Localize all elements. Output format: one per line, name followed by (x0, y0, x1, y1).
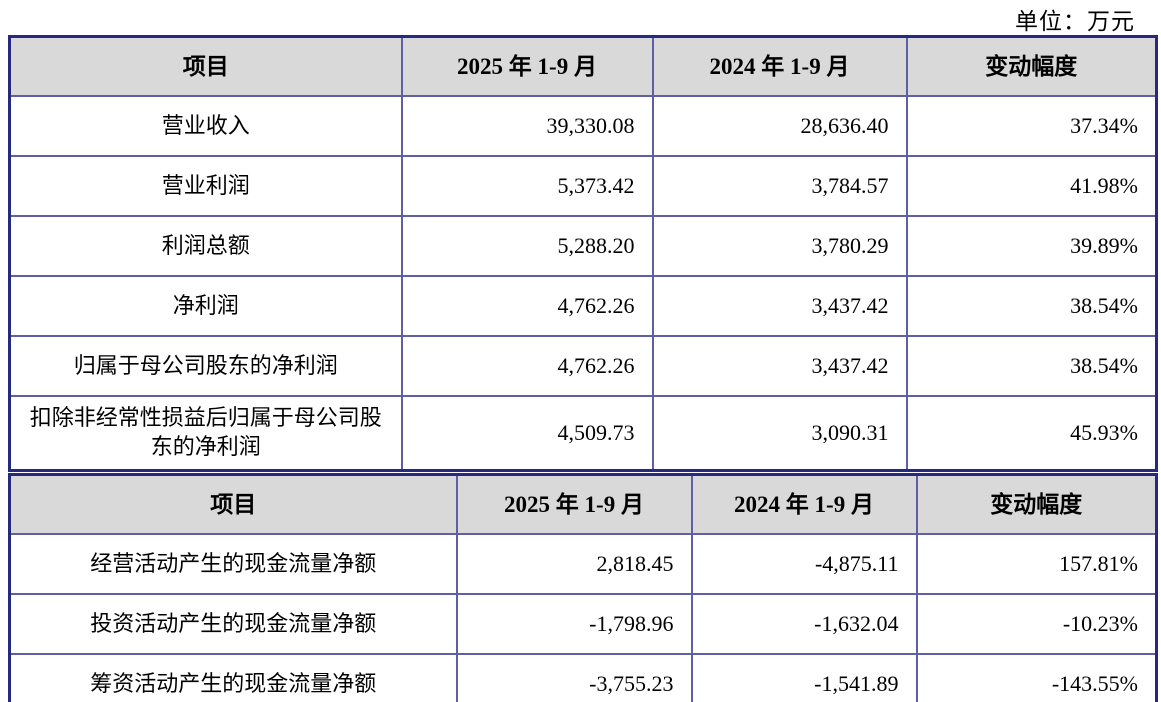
row-item-label: 营业利润 (8, 155, 403, 217)
row-value-2025: -1,798.96 (455, 593, 693, 655)
row-value-2025: 4,509.73 (400, 395, 654, 472)
table-row: 营业收入 39,330.08 28,636.40 37.34% (8, 95, 1158, 157)
row-value-2025: 2,818.45 (455, 533, 693, 595)
cashflow-header-2024: 2024 年 1-9 月 (690, 473, 918, 535)
income-header-item: 项目 (8, 35, 403, 97)
income-table-header-row: 项目 2025 年 1-9 月 2024 年 1-9 月 变动幅度 (8, 35, 1158, 97)
row-change: 37.34% (905, 95, 1158, 157)
table-row: 利润总额 5,288.20 3,780.29 39.89% (8, 215, 1158, 277)
table-row: 扣除非经常性损益后归属于母公司股东的净利润 4,509.73 3,090.31 … (8, 395, 1158, 472)
row-change: -143.55% (915, 653, 1158, 702)
row-value-2024: 3,437.42 (651, 335, 908, 397)
row-value-2025: 5,373.42 (400, 155, 654, 217)
row-value-2025: 5,288.20 (400, 215, 654, 277)
row-item-label: 营业收入 (8, 95, 403, 157)
table-row: 净利润 4,762.26 3,437.42 38.54% (8, 275, 1158, 337)
table-row: 归属于母公司股东的净利润 4,762.26 3,437.42 38.54% (8, 335, 1158, 397)
table-row: 筹资活动产生的现金流量净额 -3,755.23 -1,541.89 -143.5… (8, 653, 1158, 702)
row-value-2024: 3,437.42 (651, 275, 908, 337)
table-row: 营业利润 5,373.42 3,784.57 41.98% (8, 155, 1158, 217)
row-change: -10.23% (915, 593, 1158, 655)
cashflow-header-change: 变动幅度 (915, 473, 1158, 535)
row-item-label: 经营活动产生的现金流量净额 (8, 533, 458, 595)
row-change: 39.89% (905, 215, 1158, 277)
row-change: 45.93% (905, 395, 1158, 472)
row-value-2025: 39,330.08 (400, 95, 654, 157)
income-header-2025: 2025 年 1-9 月 (400, 35, 654, 97)
row-item-label: 净利润 (8, 275, 403, 337)
row-item-label: 归属于母公司股东的净利润 (8, 335, 403, 397)
row-value-2024: 3,780.29 (651, 215, 908, 277)
row-value-2025: -3,755.23 (455, 653, 693, 702)
cashflow-header-item: 项目 (8, 473, 458, 535)
row-value-2024: -1,632.04 (690, 593, 918, 655)
table-row: 投资活动产生的现金流量净额 -1,798.96 -1,632.04 -10.23… (8, 593, 1158, 655)
row-item-label: 扣除非经常性损益后归属于母公司股东的净利润 (8, 395, 403, 472)
income-statement-table: 项目 2025 年 1-9 月 2024 年 1-9 月 变动幅度 营业收入 3… (8, 35, 1158, 472)
row-value-2025: 4,762.26 (400, 275, 654, 337)
row-change: 157.81% (915, 533, 1158, 595)
row-value-2024: -4,875.11 (690, 533, 918, 595)
income-header-2024: 2024 年 1-9 月 (651, 35, 908, 97)
cashflow-header-2025: 2025 年 1-9 月 (455, 473, 693, 535)
row-change: 38.54% (905, 335, 1158, 397)
row-value-2024: 3,784.57 (651, 155, 908, 217)
income-header-change: 变动幅度 (905, 35, 1158, 97)
unit-label: 单位：万元 (1015, 9, 1135, 34)
cashflow-table: 项目 2025 年 1-9 月 2024 年 1-9 月 变动幅度 经营活动产生… (8, 473, 1158, 702)
row-item-label: 利润总额 (8, 215, 403, 277)
table-row: 经营活动产生的现金流量净额 2,818.45 -4,875.11 157.81% (8, 533, 1158, 595)
row-change: 41.98% (905, 155, 1158, 217)
row-item-label: 筹资活动产生的现金流量净额 (8, 653, 458, 702)
row-value-2024: 3,090.31 (651, 395, 908, 472)
row-change: 38.54% (905, 275, 1158, 337)
cashflow-table-header-row: 项目 2025 年 1-9 月 2024 年 1-9 月 变动幅度 (8, 473, 1158, 535)
row-value-2024: 28,636.40 (651, 95, 908, 157)
row-value-2024: -1,541.89 (690, 653, 918, 702)
row-value-2025: 4,762.26 (400, 335, 654, 397)
row-item-label: 投资活动产生的现金流量净额 (8, 593, 458, 655)
